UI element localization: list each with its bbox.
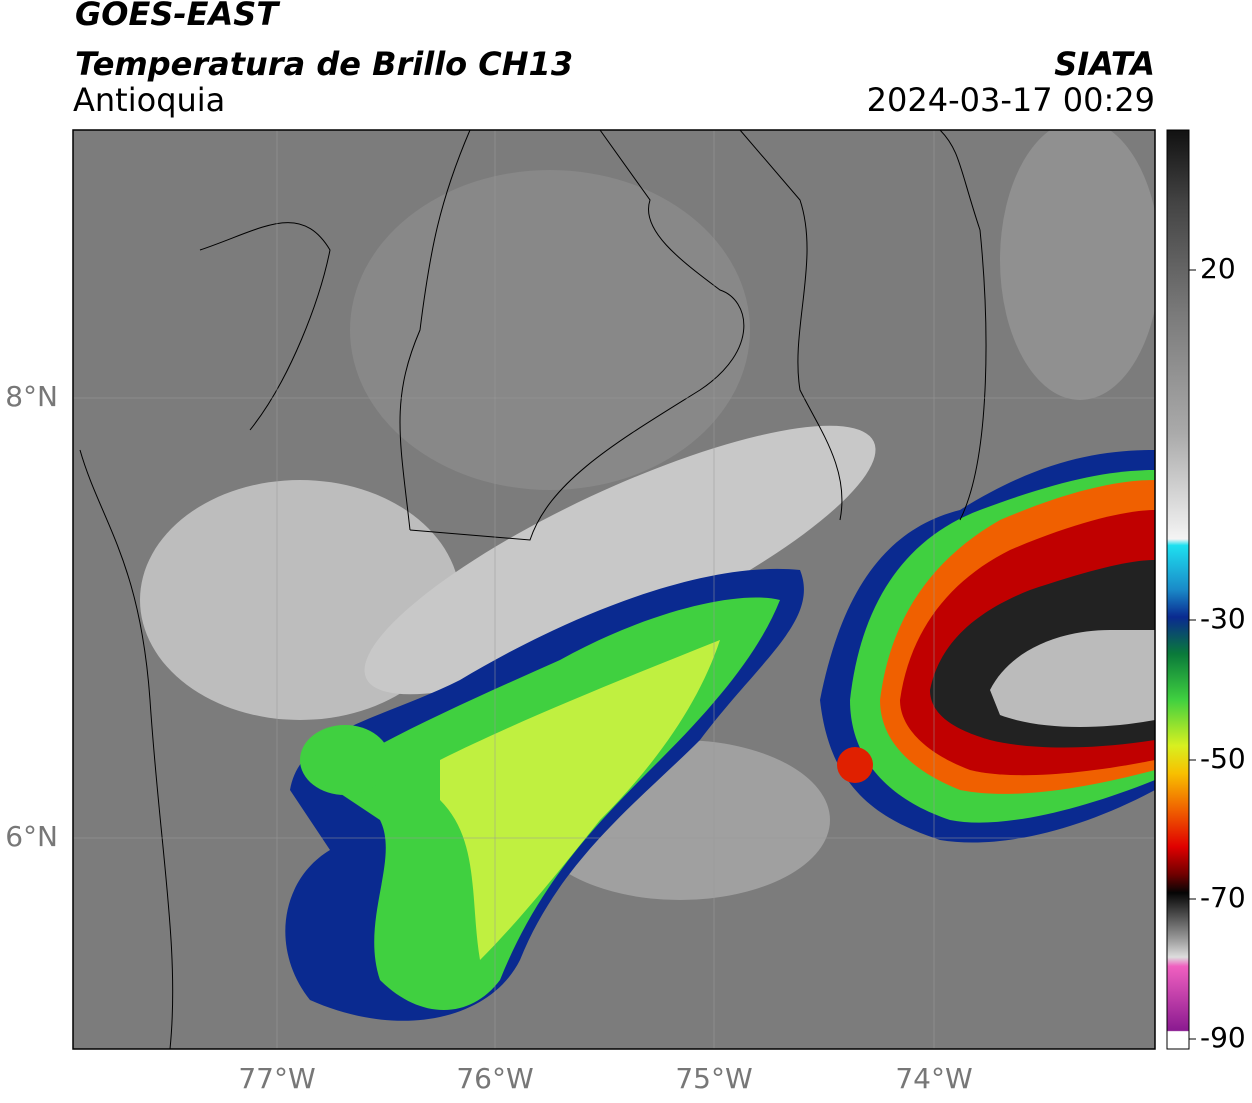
colorbar-tick-label: -90 <box>1200 1021 1246 1054</box>
lat-label: 8°N <box>5 380 58 413</box>
colorbar-tick-label: -50 <box>1200 742 1246 775</box>
colorbar-tick-label: 20 <box>1200 252 1236 285</box>
lat-label: 6°N <box>5 820 58 853</box>
colorbar-tick-label: -30 <box>1200 602 1246 635</box>
satellite-image <box>73 130 1155 1049</box>
colorbar <box>1166 129 1190 1050</box>
lon-label: 74°W <box>895 1062 972 1095</box>
subtitle: Temperatura de Brillo CH13 <box>75 45 573 83</box>
region: Antioquia <box>73 81 225 119</box>
lon-label: 77°W <box>238 1062 315 1095</box>
colorbar-ticks: 20 -30 -50 -70 -90 <box>1189 252 1246 1054</box>
colorbar-tick-label: -70 <box>1200 881 1246 914</box>
title: GOES-EAST <box>75 0 280 33</box>
graticule <box>73 130 1155 1049</box>
datetime: 2024-03-17 00:29 <box>867 81 1155 119</box>
lon-label: 75°W <box>675 1062 752 1095</box>
map-frame <box>72 129 1156 1050</box>
lon-label: 76°W <box>456 1062 533 1095</box>
borders <box>79 130 987 1049</box>
source: SIATA <box>1054 45 1155 83</box>
